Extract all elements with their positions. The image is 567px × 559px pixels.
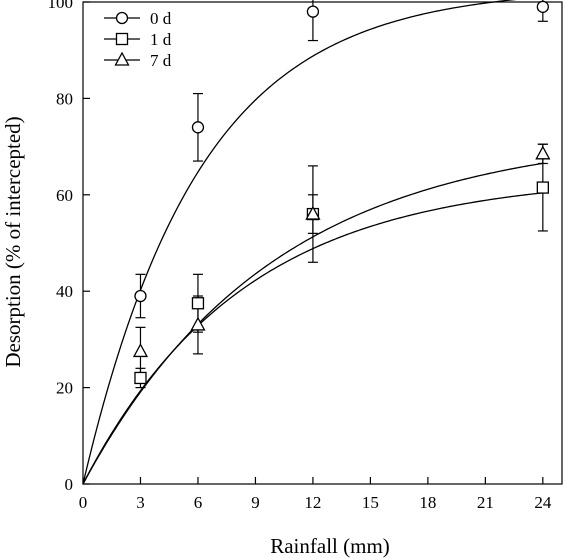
x-tick-label: 0 bbox=[79, 493, 88, 512]
x-tick-label: 12 bbox=[304, 493, 321, 512]
legend-label: 0 d bbox=[150, 9, 172, 28]
x-tick-label: 9 bbox=[251, 493, 260, 512]
x-axis-label: Rainfall (mm) bbox=[270, 534, 390, 558]
legend-marker-circle bbox=[115, 11, 129, 25]
data-point-triangle bbox=[305, 205, 321, 220]
fit-curve-circle bbox=[82, 0, 518, 485]
legend-marker-triangle bbox=[114, 51, 130, 66]
x-tick-label: 3 bbox=[136, 493, 145, 512]
y-tick-label: 0 bbox=[65, 475, 74, 494]
legend-marker-square bbox=[115, 32, 129, 46]
data-point-square bbox=[134, 371, 147, 385]
x-tick-label: 18 bbox=[419, 493, 436, 512]
x-tick-label: 21 bbox=[477, 493, 494, 512]
data-point-triangle bbox=[132, 343, 149, 358]
data-point-circle bbox=[306, 5, 320, 18]
x-tick-label: 24 bbox=[534, 493, 552, 512]
legend-label: 7 d bbox=[150, 51, 172, 70]
y-tick-label: 80 bbox=[56, 89, 73, 108]
y-axis-label: Desorption (% of intercepted) bbox=[1, 116, 25, 367]
y-tick-label: 60 bbox=[56, 186, 73, 205]
x-tick-label: 6 bbox=[194, 493, 203, 512]
legend-label: 1 d bbox=[150, 30, 172, 49]
data-point-square bbox=[536, 181, 549, 194]
y-tick-label: 20 bbox=[56, 379, 73, 398]
data-point-circle bbox=[191, 121, 205, 134]
data-point-circle bbox=[134, 289, 147, 303]
data-point-circle bbox=[536, 0, 549, 13]
y-tick-label: 40 bbox=[56, 282, 73, 301]
plot-area: 0 3 6 9 12 15 18 21 24 0 20 40 60 80 100 0 d 1 d 7 d bbox=[48, 0, 563, 512]
data-point-triangle bbox=[535, 145, 551, 160]
plot-frame bbox=[82, 1, 563, 485]
data-point-triangle bbox=[190, 316, 206, 331]
data-point-square bbox=[191, 297, 205, 310]
x-tick-label: 15 bbox=[362, 493, 379, 512]
y-tick-label: 100 bbox=[48, 0, 74, 12]
